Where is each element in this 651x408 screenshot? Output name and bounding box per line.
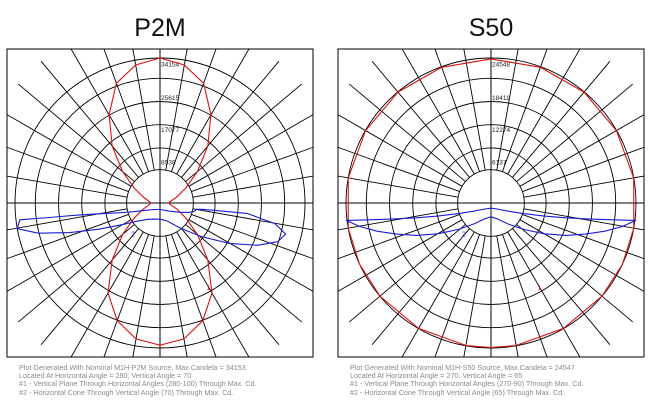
polar-spoke	[401, 49, 475, 175]
polar-spoke	[338, 175, 459, 198]
polar-spoke	[496, 49, 519, 171]
ring-value-label: 25615	[161, 95, 179, 102]
polar-spoke	[17, 224, 135, 323]
polar-spoke	[522, 213, 644, 260]
polar-spoke	[496, 235, 519, 357]
vertical-plane-curve	[107, 57, 213, 346]
horizontal-cone-curve	[16, 208, 287, 246]
polar-spoke	[338, 146, 460, 193]
chart-title: P2M	[134, 14, 186, 42]
polar-spoke	[188, 219, 313, 292]
curve-marker-1: 1	[537, 285, 541, 292]
polar-spoke	[519, 114, 644, 187]
polar-spoke	[165, 235, 188, 357]
polar-spoke	[70, 231, 144, 357]
plot-caption: Plot Generated With Nominal M1H-S50 Sour…	[350, 363, 650, 397]
polar-spoke	[522, 146, 644, 193]
chart-panel-s50: S50 24548 18411 12274 6137 1 2 Plot Generated…	[331, 0, 651, 408]
polar-spoke	[501, 49, 548, 172]
caption-line: #2 - Horizontal Cone Through Vertical An…	[19, 387, 234, 397]
polar-spoke	[516, 224, 634, 323]
polar-spoke	[103, 49, 150, 172]
polar-spoke	[348, 224, 466, 323]
polar-spoke	[507, 231, 581, 357]
polar-spoke	[512, 60, 611, 178]
polar-spoke	[507, 49, 581, 175]
polar-spoke	[185, 83, 303, 182]
polar-spoke	[7, 219, 132, 292]
polar-spoke	[371, 228, 470, 346]
curve-marker-2: 2	[131, 231, 135, 238]
vertical-plane-curve	[347, 58, 635, 349]
polar-spoke	[70, 49, 144, 175]
polar-spoke	[7, 175, 128, 198]
caption-line: #2 - Horizontal Cone Through Vertical An…	[350, 387, 565, 397]
polar-spoke	[188, 114, 313, 187]
polar-spoke	[181, 228, 280, 346]
curve-marker-1: 1	[206, 285, 210, 292]
polar-spoke	[434, 49, 481, 172]
caption-line: Located At Horizontal Angle = 270, Verti…	[350, 371, 523, 381]
polar-spoke	[176, 49, 250, 175]
chart-panel-p2m: P2M 34154 25615 17077 8538 1 2 Plot Generated…	[0, 0, 320, 408]
polar-spoke	[40, 228, 139, 346]
polar-spoke	[170, 234, 217, 357]
polar-spoke	[338, 213, 460, 260]
polar-spoke	[7, 146, 129, 193]
curve-marker-2: 2	[462, 231, 466, 238]
polar-spoke	[103, 234, 150, 357]
caption-line: Located At Horizontal Angle = 280, Verti…	[19, 371, 192, 381]
caption-line: Plot Generated With Nominal M1H-S50 Sour…	[350, 363, 575, 372]
polar-spoke	[501, 234, 548, 357]
ring-value-label: 12274	[492, 127, 510, 134]
caption-line: #1 - Vertical Plane Through Horizontal A…	[19, 379, 257, 389]
ring-value-label: 18411	[492, 95, 510, 102]
polar-spoke	[192, 208, 313, 231]
polar-spoke	[338, 219, 463, 292]
polar-spoke	[181, 60, 280, 178]
polar-spoke	[7, 213, 129, 260]
polar-plot-p2m: 34154 25615 17077 8538 1 2	[6, 48, 314, 358]
polar-spoke	[516, 83, 634, 182]
polar-spoke	[523, 175, 644, 198]
polar-spoke	[338, 208, 459, 231]
caption-line: #1 - Vertical Plane Through Horizontal A…	[350, 379, 584, 389]
polar-spoke	[371, 60, 470, 178]
ring-value-label: 17077	[161, 127, 179, 134]
polar-spoke	[176, 231, 250, 357]
polar-spoke	[338, 114, 463, 187]
polar-spoke	[132, 49, 155, 171]
polar-spoke	[463, 49, 486, 171]
polar-spoke	[191, 213, 313, 260]
polar-plot-s50: 24548 18411 12274 6137 1 2	[337, 48, 645, 358]
polar-spoke	[17, 83, 135, 182]
polar-spoke	[519, 219, 644, 292]
polar-spoke	[40, 60, 139, 178]
polar-spoke	[512, 228, 611, 346]
polar-spoke	[185, 224, 303, 323]
caption-line: Plot Generated With Nominal M1H-P2M Sour…	[19, 363, 246, 372]
polar-spoke	[191, 146, 313, 193]
polar-spoke	[165, 49, 188, 171]
chart-title: S50	[468, 14, 514, 42]
polar-spoke	[132, 235, 155, 357]
polar-spoke	[463, 235, 486, 357]
polar-spoke	[434, 234, 481, 357]
polar-spoke	[170, 49, 217, 172]
horizontal-cone-curve	[345, 207, 637, 236]
ring-value-label: 6137	[492, 160, 507, 167]
ring-value-label: 34154	[161, 62, 179, 69]
ring-value-label: 8538	[161, 160, 176, 167]
polar-spoke	[348, 83, 466, 182]
polar-spoke	[7, 114, 132, 187]
polar-spoke	[523, 208, 644, 231]
plot-caption: Plot Generated With Nominal M1H-P2M Sour…	[19, 363, 319, 397]
polar-spoke	[192, 175, 313, 198]
polar-spoke	[401, 231, 475, 357]
ring-value-label: 24548	[492, 62, 510, 69]
